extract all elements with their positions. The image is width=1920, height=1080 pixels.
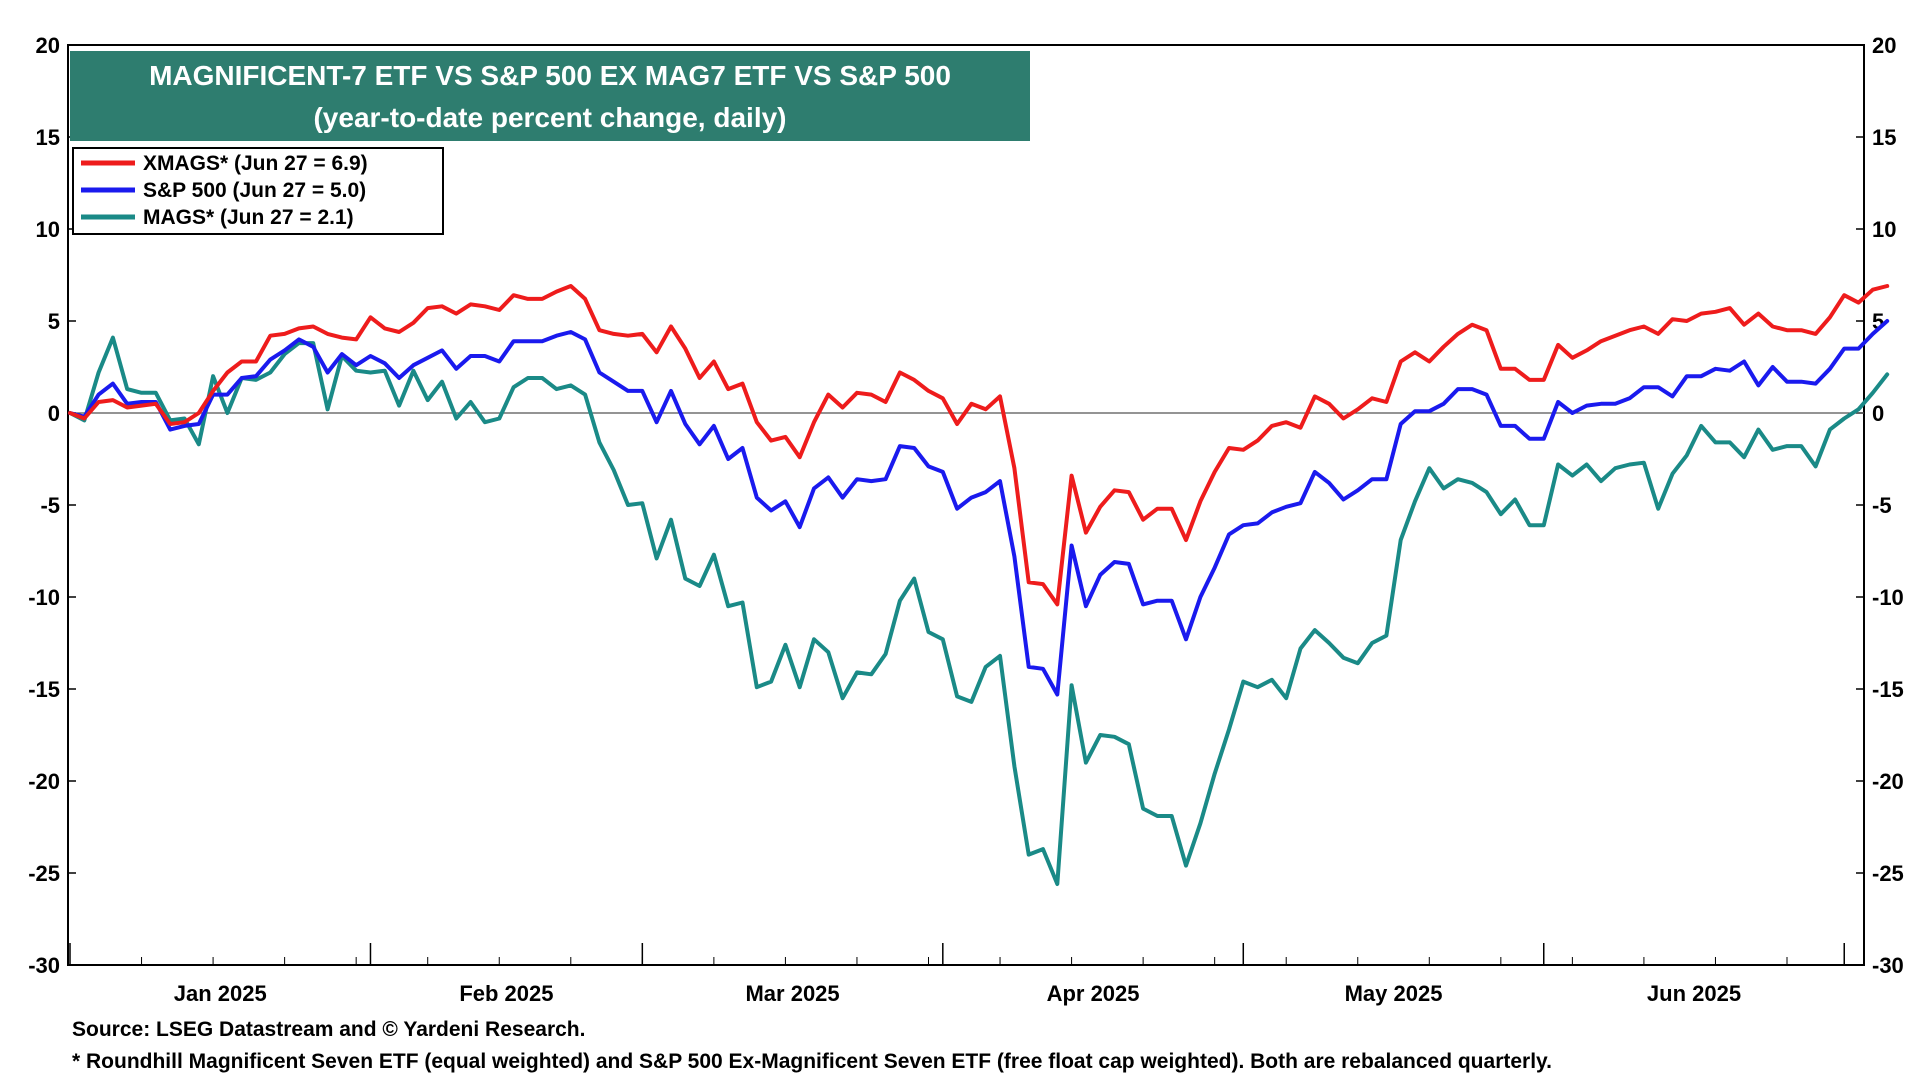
- x-month-label: Jun 2025: [1647, 981, 1741, 1006]
- y-tick-label-right: 0: [1872, 401, 1884, 426]
- series-line-sp500: [68, 319, 1890, 697]
- x-month-label: May 2025: [1345, 981, 1443, 1006]
- y-tick-label-right: -30: [1872, 953, 1904, 978]
- series-lines: [68, 284, 1890, 886]
- x-month-label: Feb 2025: [459, 981, 553, 1006]
- footer-source: Source: LSEG Datastream and © Yardeni Re…: [72, 1018, 586, 1041]
- legend-label-xmags: XMAGS* (Jun 27 = 6.9): [143, 152, 368, 175]
- x-month-label: Mar 2025: [745, 981, 839, 1006]
- chart-subtitle: (year-to-date percent change, daily): [313, 102, 786, 133]
- series-line-mags: [68, 335, 1890, 886]
- legend-label-mags: MAGS* (Jun 27 = 2.1): [143, 206, 354, 229]
- y-tick-label-left: -15: [28, 677, 60, 702]
- y-tick-label-right: 15: [1872, 125, 1896, 150]
- footer-note: * Roundhill Magnificent Seven ETF (equal…: [72, 1050, 1552, 1073]
- y-tick-label-left: -5: [40, 493, 60, 518]
- y-tick-label-right: -15: [1872, 677, 1904, 702]
- y-tick-label-left: 10: [36, 217, 60, 242]
- legend: XMAGS* (Jun 27 = 6.9) S&P 500 (Jun 27 = …: [72, 147, 444, 235]
- y-tick-label-right: -25: [1872, 861, 1904, 886]
- y-tick-label-left: 20: [36, 33, 60, 58]
- y-tick-label-left: -30: [28, 953, 60, 978]
- y-tick-label-left: 15: [36, 125, 60, 150]
- x-axis-labels: Jan 2025 Feb 2025 Mar 2025 Apr 2025 May 2025…: [174, 981, 1741, 1006]
- y-tick-label-right: -20: [1872, 769, 1904, 794]
- x-month-label: Apr 2025: [1047, 981, 1140, 1006]
- y-tick-label-right: 20: [1872, 33, 1896, 58]
- x-month-label: Jan 2025: [174, 981, 267, 1006]
- y-tick-label-left: 5: [48, 309, 60, 334]
- y-tick-label-right: 10: [1872, 217, 1896, 242]
- y-tick-label-left: -25: [28, 861, 60, 886]
- legend-label-sp500: S&P 500 (Jun 27 = 5.0): [143, 179, 366, 202]
- chart-title: MAGNIFICENT-7 ETF VS S&P 500 EX MAG7 ETF…: [149, 60, 951, 91]
- y-tick-label-right: -5: [1872, 493, 1892, 518]
- y-tick-label-left: -20: [28, 769, 60, 794]
- y-tick-label-left: 0: [48, 401, 60, 426]
- title-box: MAGNIFICENT-7 ETF VS S&P 500 EX MAG7 ETF…: [70, 51, 1030, 141]
- series-line-xmags: [68, 284, 1890, 607]
- y-tick-label-left: -10: [28, 585, 60, 610]
- y-tick-label-right: -10: [1872, 585, 1904, 610]
